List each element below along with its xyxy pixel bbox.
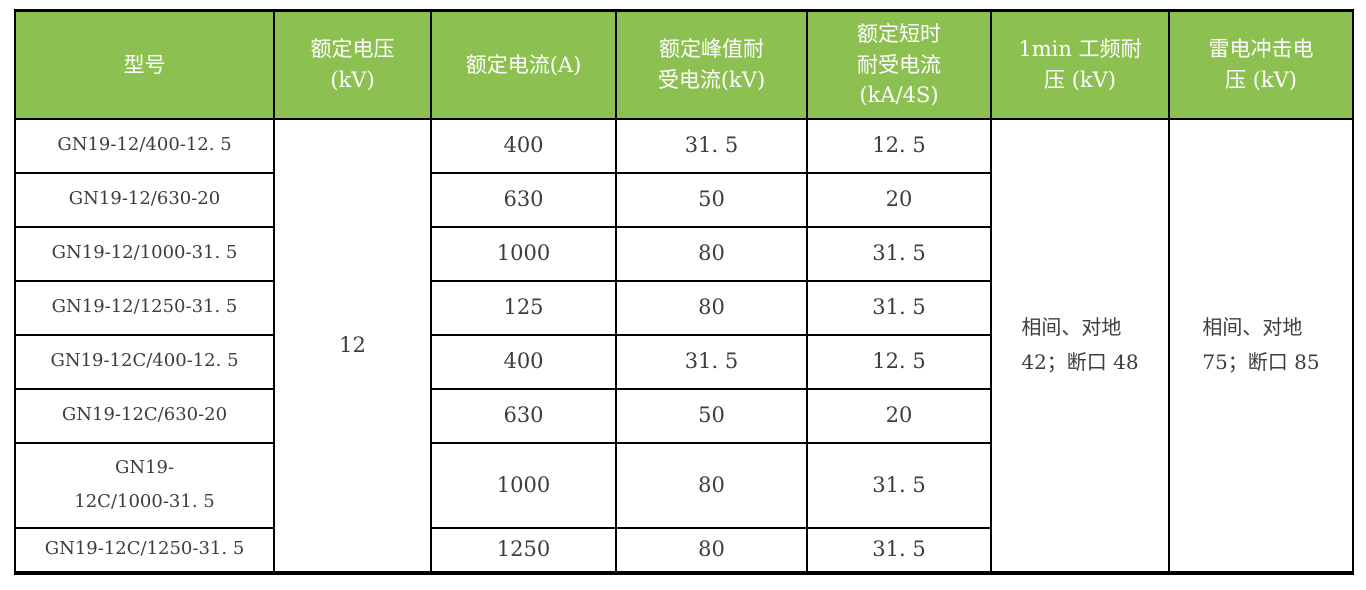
column-header-model: 型号 [14,9,275,120]
cell-model: GN19- 12C/1000-31. 5 [14,441,275,529]
column-header-rated_current: 额定电流(A) [430,9,617,120]
cell-peak_withstand: 50 [615,171,808,228]
cell-model: GN19-12C/1250-31. 5 [14,526,275,574]
merged-cell-power_frequency_withstand: 相间、对地 42；断口 48 [990,117,1170,574]
cell-model: GN19-12C/630-20 [14,387,275,444]
cell-rated_current: 1250 [430,526,617,574]
table-row: GN19-12/630-20 630 50 20 [14,171,1353,228]
cell-peak_withstand: 80 [615,526,808,574]
cell-rated_current: 400 [430,333,617,390]
column-header-lightning_impulse: 雷电冲击电 压 (kV) [1168,9,1354,120]
cell-model: GN19-12/400-12. 5 [14,117,275,174]
cell-short_time_withstand: 31. 5 [806,441,992,529]
cell-rated_current: 630 [430,171,617,228]
cell-short_time_withstand: 20 [806,387,992,444]
table-row: GN19-12C/400-12. 5 400 31. 5 12. 5 [14,333,1353,390]
cell-rated_current: 125 [430,279,617,336]
cell-rated_current: 630 [430,387,617,444]
cell-short_time_withstand: 20 [806,171,992,228]
column-header-peak_withstand: 额定峰值耐 受电流(kV) [615,9,808,120]
cell-model: GN19-12/1000-31. 5 [14,225,275,282]
merged-cell-rated_voltage: 12 [273,117,432,574]
table-header: 型号 额定电压 (kV) 额定电流(A) 额定峰值耐 受电流(kV) 额定短时 耐受电流… [14,9,1354,120]
cell-peak_withstand: 80 [615,279,808,336]
cell-short_time_withstand: 12. 5 [806,117,992,174]
table-row: GN19-12/1000-31. 5 1000 80 31. 5 [14,225,1353,282]
merged-cell-text: 相间、对地 42；断口 48 [1021,315,1139,374]
cell-peak_withstand: 50 [615,387,808,444]
merged-cell-lightning_impulse: 相间、对地 75；断口 85 [1168,117,1354,574]
column-header-short_time_withstand: 额定短时 耐受电流 (kA/4S) [806,9,992,120]
cell-short_time_withstand: 12. 5 [806,333,992,390]
cell-short_time_withstand: 31. 5 [806,279,992,336]
table-row: GN19-12/1250-31. 5 125 80 31. 5 [14,279,1353,336]
cell-model: GN19-12/1250-31. 5 [14,279,275,336]
cell-peak_withstand: 80 [615,441,808,529]
cell-rated_current: 1000 [430,441,617,529]
table-row: GN19- 12C/1000-31. 5 1000 80 31. 5 [14,441,1353,529]
cell-rated_current: 400 [430,117,617,174]
merged-cell-text: 相间、对地 75；断口 85 [1202,315,1320,374]
cell-peak_withstand: 80 [615,225,808,282]
cell-short_time_withstand: 31. 5 [806,225,992,282]
cell-rated_current: 1000 [430,225,617,282]
column-header-rated_voltage: 额定电压 (kV) [273,9,432,120]
cell-model: GN19-12/630-20 [14,171,275,228]
column-header-power_frequency_withstand: 1min 工频耐 压 (kV) [990,9,1170,120]
cell-peak_withstand: 31. 5 [615,333,808,390]
table-row: GN19-12C/1250-31. 5 1250 80 31. 5 [14,526,1353,574]
header-row: 型号 额定电压 (kV) 额定电流(A) 额定峰值耐 受电流(kV) 额定短时 耐受电流… [14,9,1354,120]
switch-specification-table: 型号 额定电压 (kV) 额定电流(A) 额定峰值耐 受电流(kV) 额定短时 耐受电流… [14,9,1354,575]
table-body: GN19-12/400-12. 5 12 400 31. 5 12. 5 相间、对地 42… [14,117,1354,574]
cell-model: GN19-12C/400-12. 5 [14,333,275,390]
cell-short_time_withstand: 31. 5 [806,526,992,574]
table-row: GN19-12C/630-20 630 50 20 [14,387,1353,444]
cell-peak_withstand: 31. 5 [615,117,808,174]
table-row: GN19-12/400-12. 5 12 400 31. 5 12. 5 相间、对地 42… [14,117,1354,574]
